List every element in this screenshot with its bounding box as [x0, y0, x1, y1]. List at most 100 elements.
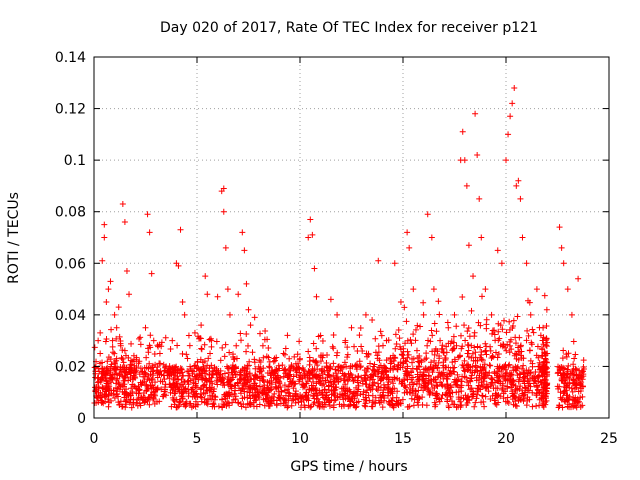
background-point — [154, 364, 161, 371]
background-point — [281, 382, 288, 389]
background-point — [504, 385, 511, 392]
background-point — [276, 380, 283, 387]
background-point — [172, 366, 179, 373]
data-point — [313, 293, 320, 300]
background-point — [133, 364, 140, 371]
background-point — [143, 364, 150, 371]
background-point — [99, 359, 106, 366]
background-point — [340, 377, 347, 384]
background-point — [323, 360, 330, 367]
background-point — [325, 394, 332, 401]
background-point — [168, 403, 175, 410]
background-point — [120, 359, 127, 366]
background-point — [372, 400, 379, 407]
data-point — [142, 324, 149, 331]
background-point — [358, 343, 365, 350]
background-point — [152, 392, 159, 399]
background-point — [509, 396, 516, 403]
data-point — [540, 324, 547, 331]
background-point — [461, 322, 468, 329]
background-point — [114, 375, 121, 382]
background-point — [420, 387, 427, 394]
background-point — [101, 370, 108, 377]
background-point — [263, 353, 270, 360]
background-point — [499, 326, 506, 333]
background-point — [479, 293, 486, 300]
background-point — [297, 395, 304, 402]
background-point — [505, 399, 512, 406]
background-point — [379, 404, 386, 411]
background-point — [433, 328, 440, 335]
background-point — [541, 292, 548, 299]
x-tick-label: 15 — [394, 431, 412, 447]
background-point — [134, 402, 141, 409]
background-point — [232, 365, 239, 372]
background-point — [398, 351, 405, 358]
background-point — [479, 393, 486, 400]
data-point — [272, 368, 279, 375]
background-point — [420, 371, 427, 378]
background-point — [431, 351, 438, 358]
background-point — [342, 373, 349, 380]
data-point — [95, 384, 102, 391]
background-point — [529, 326, 536, 333]
background-point — [127, 361, 134, 368]
background-point — [514, 313, 521, 320]
data-point — [247, 322, 254, 329]
data-point — [101, 221, 108, 228]
background-point — [532, 368, 539, 375]
background-point — [427, 338, 434, 345]
background-point — [394, 375, 401, 382]
background-point — [145, 372, 152, 379]
background-point — [555, 404, 562, 411]
background-point — [409, 387, 416, 394]
background-point — [242, 404, 249, 411]
background-point — [194, 364, 201, 371]
background-point — [196, 370, 203, 377]
background-point — [228, 385, 235, 392]
data-point — [181, 311, 188, 318]
background-point — [310, 340, 317, 347]
background-point — [161, 388, 168, 395]
background-point — [281, 402, 288, 409]
background-point — [449, 359, 456, 366]
background-point — [247, 384, 254, 391]
data-point — [445, 324, 452, 331]
background-point — [518, 355, 525, 362]
background-point — [410, 402, 417, 409]
background-point — [483, 351, 490, 358]
background-point — [415, 396, 422, 403]
background-point — [538, 353, 545, 360]
background-point — [503, 329, 510, 336]
data-point — [243, 280, 250, 287]
background-point — [540, 370, 547, 377]
background-point — [292, 391, 299, 398]
background-point — [251, 356, 258, 363]
background-point — [394, 365, 401, 372]
background-point — [415, 358, 422, 365]
background-point — [405, 351, 412, 358]
background-point — [390, 404, 397, 411]
background-point — [359, 380, 366, 387]
background-point — [388, 397, 395, 404]
background-point — [445, 404, 452, 411]
background-point — [438, 346, 445, 353]
background-point — [200, 367, 207, 374]
background-point — [425, 366, 432, 373]
background-point — [319, 366, 326, 373]
background-point — [509, 364, 516, 371]
background-point — [261, 402, 268, 409]
data-point — [560, 260, 567, 267]
background-point — [329, 343, 336, 350]
background-point — [542, 382, 549, 389]
background-point — [382, 368, 389, 375]
background-point — [301, 402, 308, 409]
background-point — [277, 400, 284, 407]
background-point — [105, 403, 112, 410]
background-point — [358, 374, 365, 381]
background-point — [468, 354, 475, 361]
data-point — [507, 113, 514, 120]
background-point — [504, 398, 511, 405]
background-point — [539, 337, 546, 344]
data-point — [391, 260, 398, 267]
